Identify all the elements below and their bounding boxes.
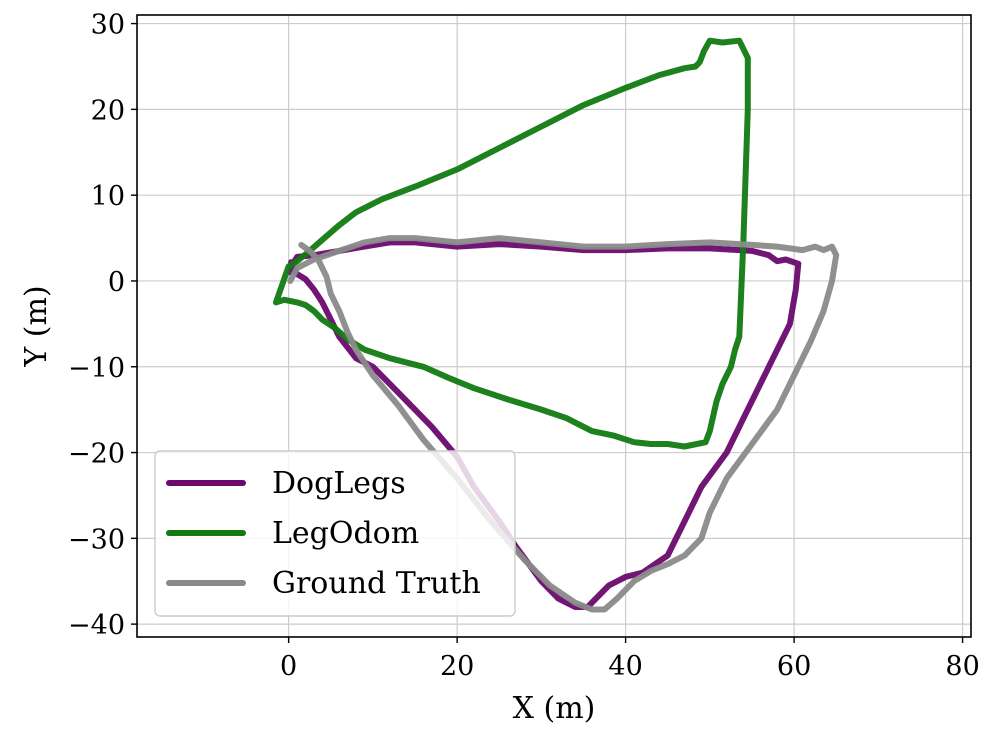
series-line-legodom <box>273 37 751 450</box>
y-axis-label: Y (m) <box>19 285 54 367</box>
y-tick-label: −10 <box>68 353 125 384</box>
y-tick-label: 0 <box>108 267 125 298</box>
x-tick-label: 80 <box>945 651 979 682</box>
x-tick-label: 60 <box>777 651 811 682</box>
series-lines <box>273 37 840 613</box>
y-tick-label: 10 <box>91 181 125 212</box>
plot-frame <box>136 14 972 638</box>
x-tick-label: 0 <box>280 651 297 682</box>
x-tick-label: 40 <box>608 651 642 682</box>
legend: DogLegs LegOdom Ground Truth <box>154 450 516 617</box>
x-axis-label: X (m) <box>513 691 596 726</box>
series-line-ground-truth <box>287 235 840 613</box>
legend-label-ground-truth: Ground Truth <box>272 566 481 601</box>
legend-label-doglegs: DogLegs <box>272 466 406 501</box>
y-tick-label: 20 <box>91 95 125 126</box>
y-tick-label: −30 <box>68 524 125 555</box>
y-tick-label: −40 <box>68 610 125 641</box>
legend-box <box>154 450 516 617</box>
x-tick-label: 20 <box>440 651 474 682</box>
legend-label-legodom: LegOdom <box>272 516 419 551</box>
y-tick-label: −20 <box>68 439 125 470</box>
y-tick-label: 30 <box>91 10 125 41</box>
axis-ticks: 0 20 40 60 80 −40 −30 −20 −10 0 10 20 30 <box>68 10 980 682</box>
